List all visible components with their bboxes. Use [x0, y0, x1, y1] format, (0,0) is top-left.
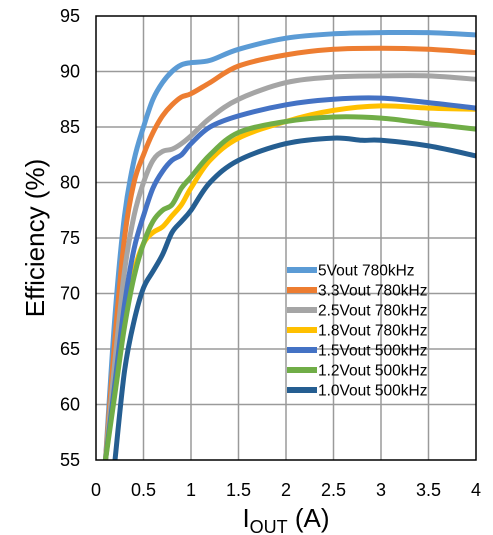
x-tick-label: 1.5: [226, 480, 251, 500]
y-tick-labels: 55 60 65 70 75 80 85 90 95: [60, 6, 80, 470]
y-tick-label: 90: [60, 62, 80, 82]
plot-frame: [95, 15, 477, 461]
x-axis-title-unit: (A): [288, 503, 330, 533]
legend-label: 1.0Vout 500kHz: [318, 383, 427, 400]
x-axis-title: IOUT (A): [242, 503, 329, 535]
y-tick-label: 85: [60, 117, 80, 137]
x-axis-title-subscript: OUT: [250, 517, 288, 535]
legend-label: 1.8Vout 780kHz: [318, 323, 427, 340]
y-axis-title: Efficiency (%): [20, 159, 50, 317]
series-line-5: [103, 114, 476, 460]
x-tick-label: 1: [186, 480, 196, 500]
x-tick-label: 3.5: [416, 480, 441, 500]
series-line-4: [103, 95, 476, 460]
x-tick-label: 0.5: [131, 480, 156, 500]
x-tick-label: 0: [91, 480, 101, 500]
series-layer: [103, 29, 476, 460]
x-tick-label: 4: [471, 480, 481, 500]
y-tick-label: 55: [60, 450, 80, 470]
y-tick-label: 80: [60, 173, 80, 193]
x-tick-label: 2.5: [321, 480, 346, 500]
y-tick-label: 95: [60, 6, 80, 26]
series-line-2: [103, 73, 476, 460]
x-tick-label: 2: [281, 480, 291, 500]
x-tick-labels: 0 0.5 1 1.5 2 2.5 3 3.5 4: [91, 480, 481, 500]
legend-label: 1.5Vout 500kHz: [318, 343, 427, 360]
legend-label: 3.3Vout 780kHz: [318, 283, 427, 300]
legend-label: 2.5Vout 780kHz: [318, 303, 427, 320]
y-tick-label: 65: [60, 339, 80, 359]
x-axis-title-main: I: [242, 503, 249, 533]
series-line-6: [112, 135, 476, 460]
y-tick-label: 75: [60, 228, 80, 248]
grid: [96, 16, 476, 460]
legend: 5Vout 780kHz 3.3Vout 780kHz 2.5Vout 780kHz…: [287, 263, 427, 400]
x-tick-label: 3: [376, 480, 386, 500]
series-line-0: [103, 29, 476, 460]
series-line-1: [103, 45, 476, 460]
legend-label: 1.2Vout 500kHz: [318, 363, 427, 380]
y-tick-label: 70: [60, 284, 80, 304]
legend-label: 5Vout 780kHz: [318, 263, 415, 280]
y-tick-label: 60: [60, 395, 80, 415]
